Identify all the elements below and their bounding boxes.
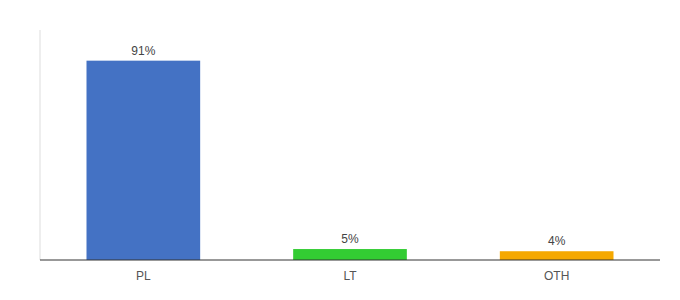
y-axis-line <box>40 30 41 260</box>
bar <box>87 61 201 260</box>
chart-container: PL LT OTH 91% 5% 4% <box>0 0 680 300</box>
bar <box>293 249 407 260</box>
data-label: 91% <box>131 44 155 58</box>
data-label: 5% <box>341 232 359 246</box>
plot-area: PL LT OTH 91% 5% 4% <box>40 30 660 283</box>
x-tick-label: OTH <box>544 269 569 283</box>
x-tick-label: PL <box>136 269 151 283</box>
data-label: 4% <box>548 234 566 248</box>
x-axis-line <box>40 260 660 261</box>
bar <box>500 251 614 260</box>
bars <box>87 61 614 260</box>
chart-svg: PL LT OTH 91% 5% 4% <box>0 0 680 300</box>
x-tick-label: LT <box>343 269 357 283</box>
